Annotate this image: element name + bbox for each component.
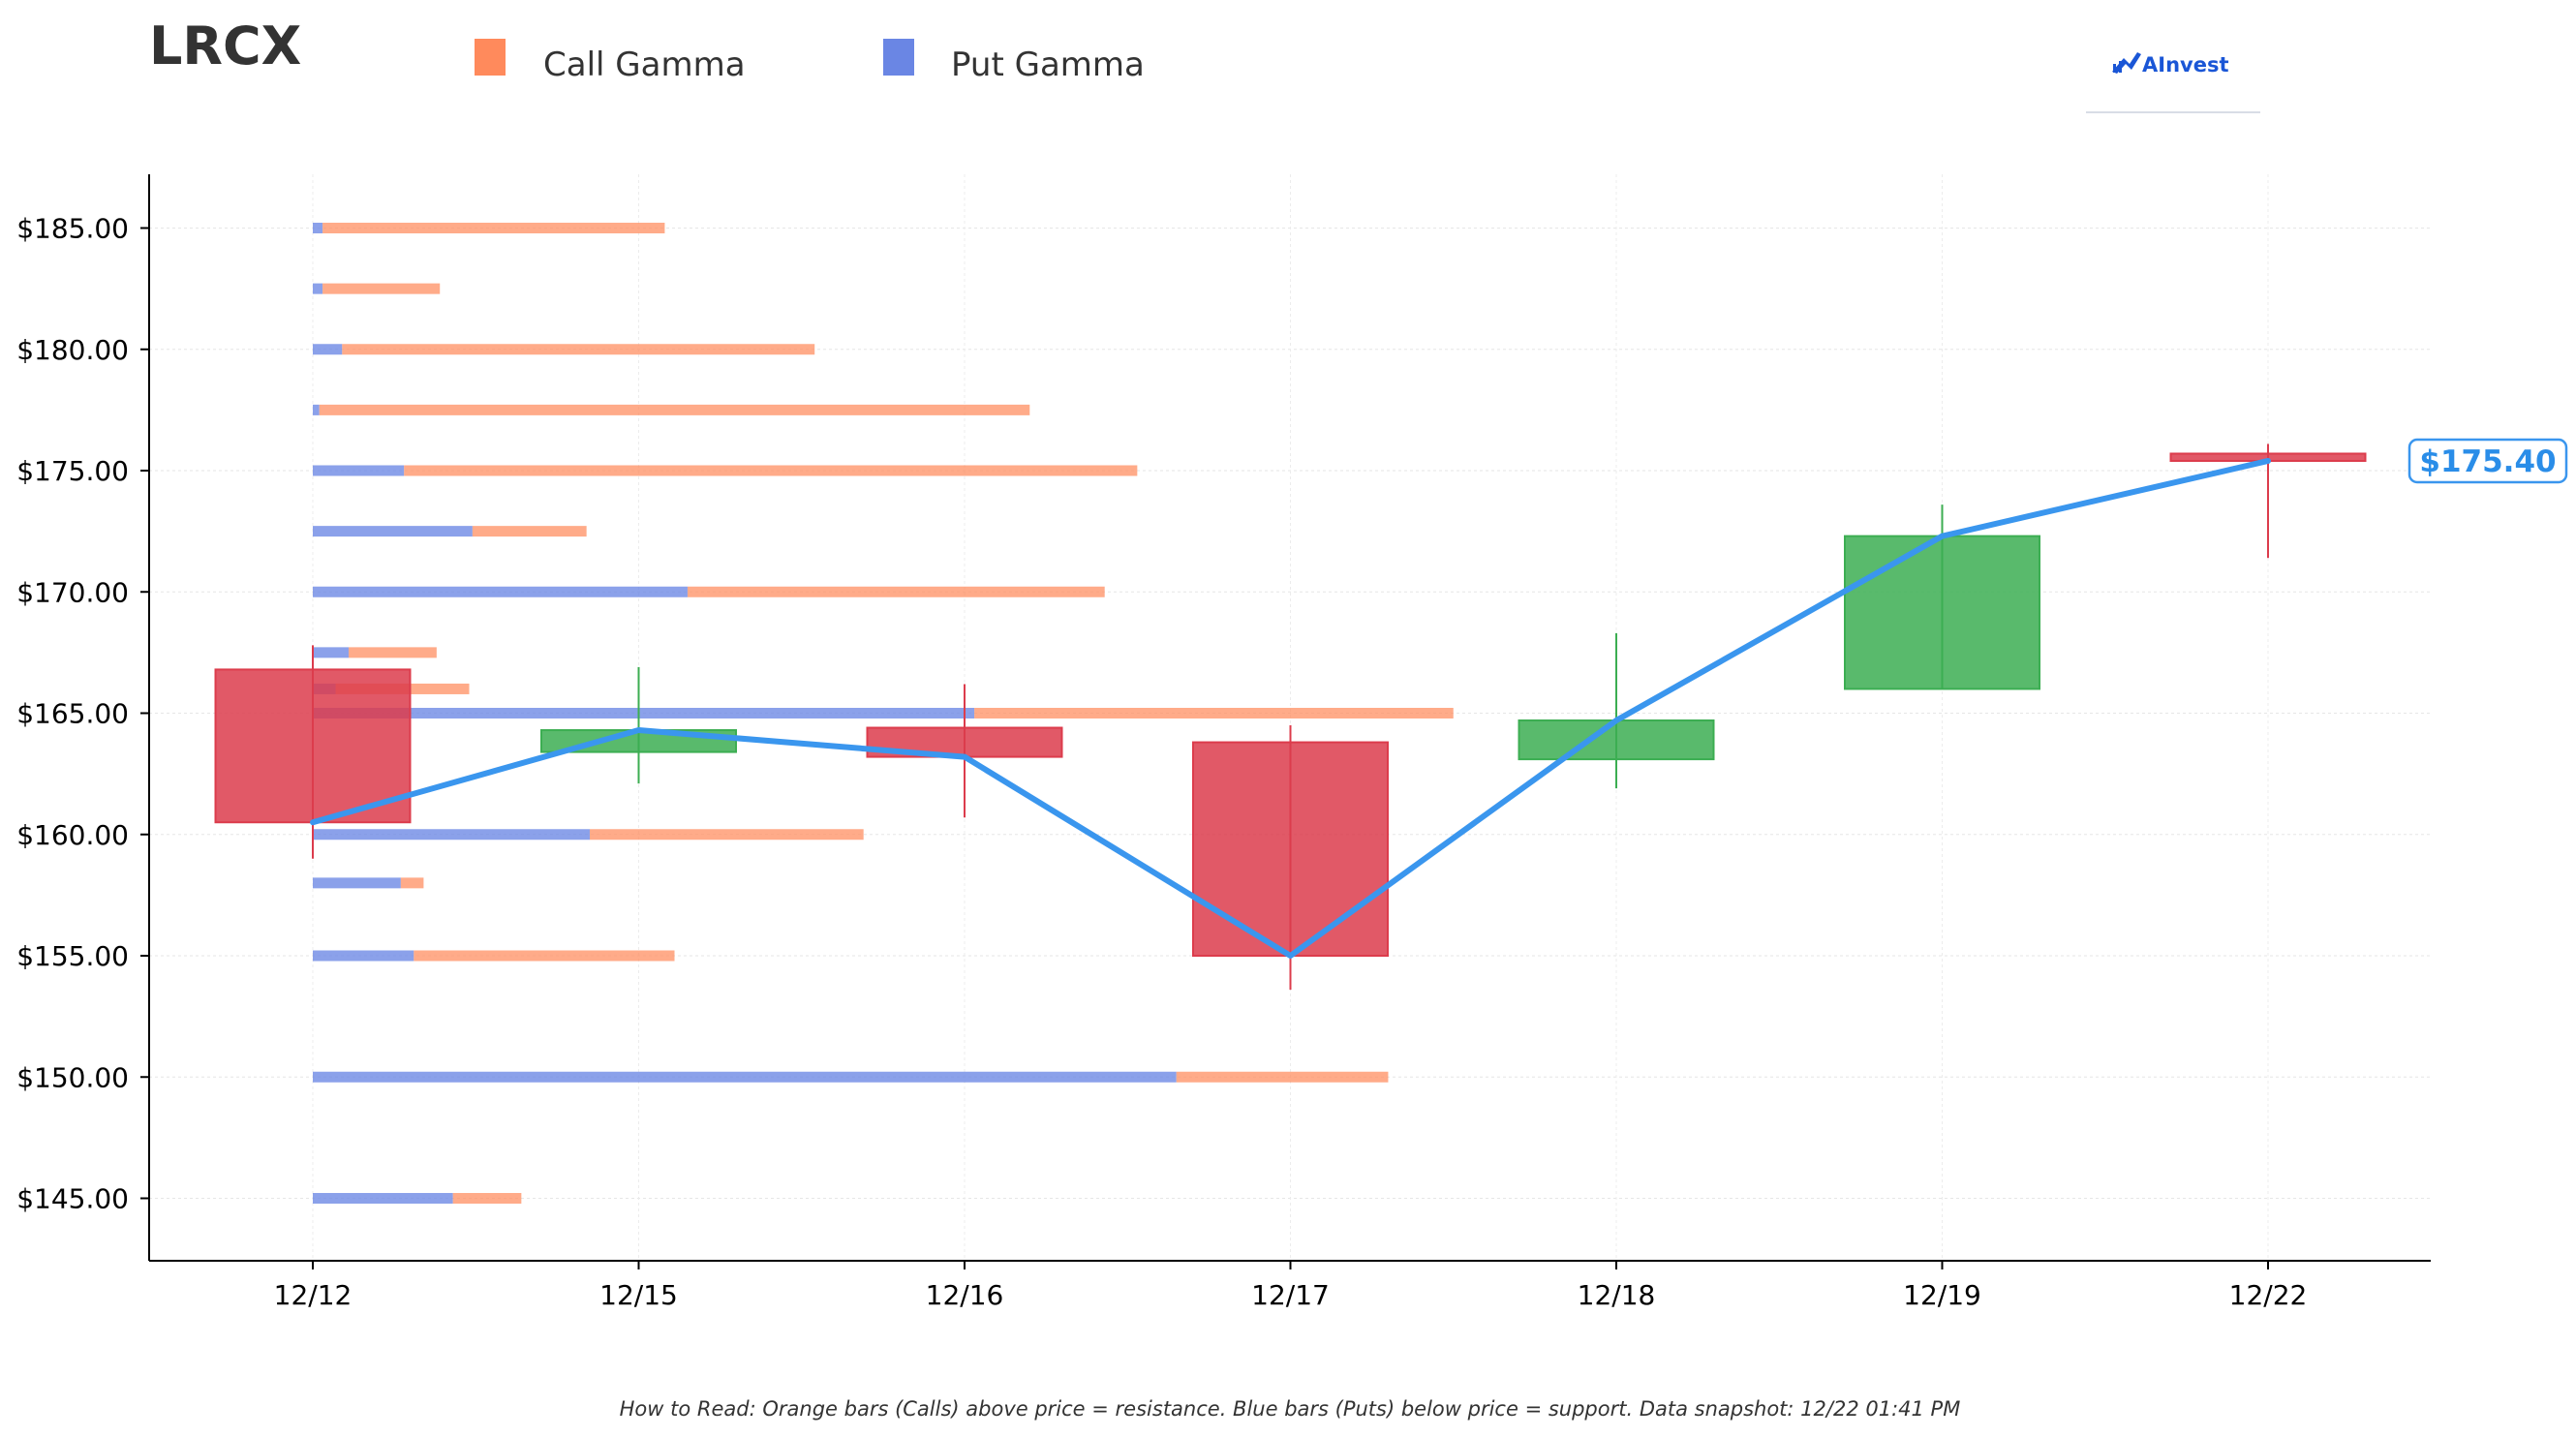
y-tick-label: $180.00 [16,334,129,366]
put-gamma-bar [313,344,343,355]
call-gamma-bar [687,586,1105,597]
put-gamma-bar [313,404,320,415]
y-tick-label: $170.00 [16,576,129,608]
call-gamma-bar [349,647,437,658]
call-gamma-bar [974,708,1454,718]
legend-call-label: Call Gamma [543,46,746,84]
call-gamma-bar [404,465,1138,476]
put-gamma-bar [313,829,591,841]
y-tick-label: $155.00 [16,940,129,972]
current-price-box [2407,438,2568,484]
close-line-path [310,457,2271,959]
y-tick-label: $185.00 [16,213,129,245]
x-tick-label: 12/12 [274,1279,353,1311]
ticker-title: LRCX [149,15,301,76]
call-gamma-bar [414,950,675,962]
gamma-bars [313,223,1454,1204]
ainvest-logo: AInvest [2086,52,2260,113]
put-gamma-bar [313,950,414,962]
current-price-label: $175.40 [2419,444,2556,479]
x-axis-ticks: 12/12 12/15 12/16 12/17 12/18 12/19 12/22 [274,1261,2308,1311]
x-tick-label: 12/15 [599,1279,678,1311]
put-gamma-bar [313,586,688,597]
x-tick-label: 12/16 [926,1279,1004,1311]
put-gamma-bar [313,708,975,718]
put-gamma-bar [313,877,401,889]
call-gamma-bar [322,283,441,294]
footnote: How to Read: Orange bars (Calls) above p… [620,1397,1961,1421]
y-tick-label: $160.00 [16,819,129,851]
legend-put-swatch [883,39,914,76]
ainvest-logo-icon [2112,52,2141,74]
x-tick-label: 12/18 [1578,1279,1656,1311]
y-tick-label: $150.00 [16,1061,129,1093]
legend-put-label: Put Gamma [951,46,1145,84]
put-gamma-bar [313,526,473,537]
x-tick-label: 12/17 [1251,1279,1330,1311]
call-gamma-bar [472,526,587,537]
call-gamma-bar [319,404,1030,415]
ainvest-logo-text: AInvest [2142,53,2229,76]
y-tick-label: $145.00 [16,1183,129,1215]
call-gamma-bar [342,344,815,355]
current-price-tag: $175.40 [2407,438,2568,484]
x-tick-label: 12/19 [1903,1279,1981,1311]
y-tick-label: $175.00 [16,455,129,487]
call-gamma-bar [322,223,665,233]
call-gamma-bar [400,877,424,889]
x-tick-label: 12/22 [2229,1279,2308,1311]
put-gamma-bar [313,223,323,233]
put-gamma-bar [313,283,323,294]
legend-call-swatch [475,39,506,76]
put-gamma-bar [313,1193,453,1204]
close-price-line [310,457,2271,959]
candlesticks [214,443,2367,991]
put-gamma-bar [313,1071,1177,1083]
call-gamma-bar [1176,1071,1389,1083]
call-gamma-bar [452,1193,522,1204]
y-axis-ticks: $145.00 $150.00 $155.00 $160.00 $165.00 $170.… [16,213,149,1215]
put-gamma-bar [313,465,405,476]
put-gamma-bar [313,647,350,658]
y-tick-label: $165.00 [16,698,129,730]
call-gamma-bar [590,829,864,841]
